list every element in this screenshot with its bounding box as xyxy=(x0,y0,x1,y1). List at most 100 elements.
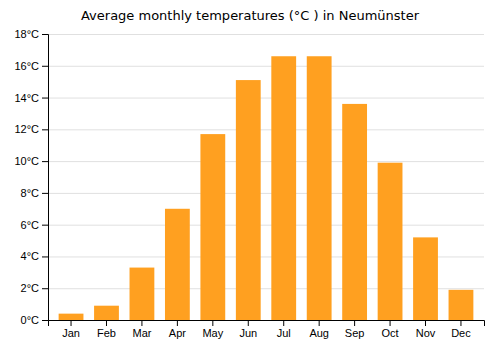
title: Average monthly temperatures (°C ) in Ne… xyxy=(81,8,420,23)
x-tick-label: May xyxy=(202,327,223,339)
x-tick-label: Jul xyxy=(277,327,291,339)
grid-line xyxy=(48,193,484,194)
grid-tick xyxy=(48,66,484,67)
x-tick-label: Oct xyxy=(382,327,399,339)
y-tick-mark xyxy=(42,256,48,257)
grid-tick xyxy=(48,225,484,226)
x-tick-mark xyxy=(177,320,178,326)
x-tick: Dec xyxy=(451,320,471,339)
y-tick: 18°C xyxy=(14,28,48,40)
bar xyxy=(307,56,332,320)
y-tick-label: 12°C xyxy=(14,123,39,135)
x-tick: Jun xyxy=(239,320,257,339)
bar xyxy=(271,56,296,320)
grid-line xyxy=(48,225,484,226)
x-tick-label: Mar xyxy=(132,327,151,339)
y-tick: 10°C xyxy=(14,155,48,167)
y-tick-label: 18°C xyxy=(14,28,39,40)
x-axis-line xyxy=(49,321,485,327)
y-tick-label: 10°C xyxy=(14,155,39,167)
x-tick-mark xyxy=(460,320,461,326)
bar xyxy=(165,209,190,320)
x-tick: Nov xyxy=(416,320,436,339)
y-tick: 8°C xyxy=(21,187,48,199)
bar xyxy=(342,104,367,320)
y-tick-label: 16°C xyxy=(14,60,39,72)
y-tick: 4°C xyxy=(21,250,48,262)
y-tick-mark xyxy=(42,98,48,99)
x-tick: Aug xyxy=(309,320,329,339)
grid-line xyxy=(48,98,484,99)
y-tick-mark xyxy=(42,193,48,194)
bar xyxy=(59,314,84,320)
x-axis: Jan Feb Mar Apr May Jun Jul Aug Sep Oct Nov Dec xyxy=(49,320,485,339)
grid-line xyxy=(48,161,484,162)
x-tick-mark xyxy=(354,320,355,326)
y-tick-mark xyxy=(42,288,48,289)
x-tick-label: Dec xyxy=(451,327,471,339)
x-tick: Feb xyxy=(97,320,116,339)
x-tick: Apr xyxy=(169,320,186,339)
x-tick: Jan xyxy=(62,320,80,339)
bar xyxy=(236,80,261,320)
x-tick-label: Jan xyxy=(62,327,80,339)
y-tick: 6°C xyxy=(21,219,48,231)
bar xyxy=(378,163,403,320)
y-tick-label: 0°C xyxy=(21,314,40,326)
grid-tick xyxy=(48,161,484,162)
bar xyxy=(94,306,119,320)
x-tick-mark xyxy=(248,320,249,326)
x-tick-mark xyxy=(425,320,426,326)
y-tick-label: 6°C xyxy=(21,219,40,231)
grid-line xyxy=(48,34,484,35)
grid-tick xyxy=(48,193,484,194)
grid xyxy=(48,35,484,321)
x-tick-mark xyxy=(106,320,107,326)
y-tick-mark xyxy=(42,225,48,226)
x-tick-mark xyxy=(390,320,391,326)
y-tick-label: 14°C xyxy=(14,92,39,104)
x-tick-mark xyxy=(319,320,320,326)
y-tick-mark xyxy=(42,66,48,67)
bar xyxy=(200,134,225,320)
y-tick-label: 2°C xyxy=(21,282,40,294)
y-tick: 16°C xyxy=(14,60,48,72)
grid-tick xyxy=(48,98,484,99)
x-tick-mark xyxy=(283,320,284,326)
x-tick-mark xyxy=(141,320,142,326)
y-tick-mark xyxy=(42,34,48,35)
y-tick-mark xyxy=(42,161,48,162)
x-tick-mark xyxy=(71,320,72,326)
y-tick-mark xyxy=(42,129,48,130)
y-tick: 12°C xyxy=(14,123,48,135)
y-tick: 0°C xyxy=(21,314,48,326)
x-tick: Mar xyxy=(132,320,151,339)
grid-tick xyxy=(48,34,484,35)
x-tick: Oct xyxy=(382,320,399,339)
grid-tick xyxy=(48,129,484,130)
chart: Average monthly temperatures (°C ) in Ne… xyxy=(0,0,500,350)
x-tick-label: Jun xyxy=(239,327,257,339)
x-tick: Sep xyxy=(345,320,365,339)
y-axis-line xyxy=(42,35,49,321)
bar xyxy=(413,237,438,320)
plot: Jan Feb Mar Apr May Jun Jul Aug Sep Oct Nov Dec 0°C 2… xyxy=(14,28,484,339)
y-tick-label: 4°C xyxy=(21,250,40,262)
bars xyxy=(59,56,474,320)
grid-line xyxy=(48,66,484,67)
x-tick-label: Nov xyxy=(416,327,436,339)
y-tick-label: 8°C xyxy=(21,187,40,199)
y-tick-mark xyxy=(42,320,48,321)
x-tick-label: Sep xyxy=(345,327,365,339)
x-tick: Jul xyxy=(277,320,291,339)
bar xyxy=(130,268,155,320)
x-tick-mark xyxy=(212,320,213,326)
y-tick: 2°C xyxy=(21,282,48,294)
y-tick: 14°C xyxy=(14,92,48,104)
x-tick: May xyxy=(202,320,223,339)
x-tick-label: Feb xyxy=(97,327,116,339)
grid-line xyxy=(48,129,484,130)
x-tick-label: Apr xyxy=(169,327,186,339)
y-axis: 0°C 2°C 4°C 6°C 8°C 10°C 12°C 14°C 16°C 18°C xyxy=(14,28,48,326)
bar xyxy=(449,290,474,320)
